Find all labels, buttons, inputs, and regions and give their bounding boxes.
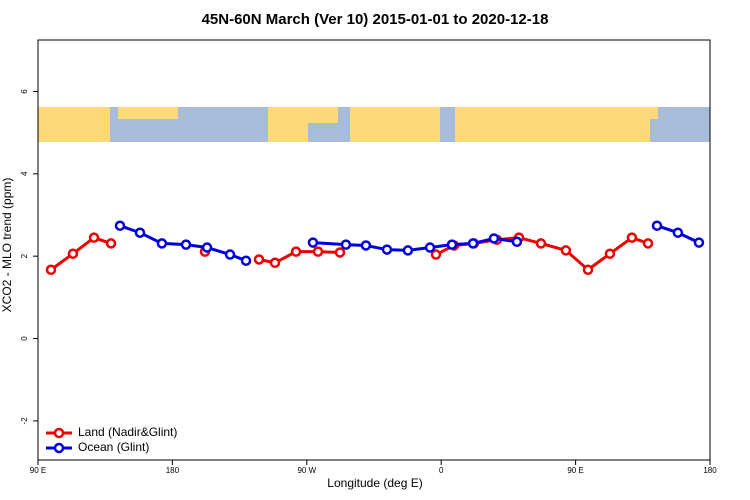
chart-title: 45N-60N March (Ver 10) 2015-01-01 to 202… [202, 11, 549, 28]
point [269, 257, 281, 269]
point [511, 236, 523, 248]
legend-marker [53, 442, 65, 454]
point [360, 240, 372, 251]
point [253, 254, 265, 265]
series-line [50, 235, 112, 271]
y-tick-label: 4 [20, 171, 29, 176]
point [582, 264, 594, 276]
y-tick-label: 2 [20, 253, 29, 258]
point [467, 238, 479, 249]
point [560, 245, 572, 256]
point [430, 249, 442, 260]
x-tick-label: 180 [166, 466, 180, 475]
point [201, 242, 213, 253]
x-tick-label: 180 [703, 466, 717, 475]
y-tick-label: -2 [20, 417, 29, 425]
point [114, 220, 126, 231]
point [224, 249, 236, 260]
y-tick-label: 6 [20, 89, 29, 94]
point [105, 238, 117, 249]
point [340, 239, 352, 250]
point [67, 248, 79, 259]
point [312, 246, 324, 257]
map-band [38, 107, 710, 142]
x-tick-label: 90 W [297, 466, 316, 475]
point [488, 233, 500, 244]
point [672, 227, 684, 238]
point [180, 239, 192, 250]
map-land [118, 107, 178, 119]
x-tick-label: 90 E [30, 466, 46, 475]
point [334, 247, 346, 258]
point [651, 220, 663, 231]
map-land [640, 107, 658, 119]
point [134, 227, 146, 238]
map-land [308, 107, 338, 123]
point [626, 232, 638, 243]
map-land [350, 107, 440, 142]
x-tick-label: 90 E [567, 466, 583, 475]
point [642, 238, 654, 249]
point [381, 244, 393, 255]
x-tick-label: 0 [439, 466, 444, 475]
point [88, 232, 100, 243]
point [693, 237, 705, 248]
point [156, 238, 168, 249]
point [535, 238, 547, 249]
point [45, 264, 57, 276]
legend-marker [53, 427, 65, 439]
point [240, 255, 252, 266]
point [424, 242, 436, 253]
point [307, 237, 319, 248]
point [604, 248, 616, 259]
plot-frame [37, 39, 711, 461]
map-land [455, 107, 650, 142]
point [402, 245, 414, 256]
x-axis-label: Longitude (deg E) [327, 476, 422, 490]
point [446, 239, 458, 250]
y-tick-label: 0 [20, 336, 29, 341]
series-line [312, 236, 518, 252]
map-land [38, 107, 110, 142]
legend-label: Land (Nadir&Glint) [78, 425, 177, 439]
y-axis-label: XCO2 - MLO trend (ppm) [0, 178, 14, 313]
point [290, 246, 302, 257]
map-land [268, 107, 308, 142]
legend-label: Ocean (Glint) [78, 440, 149, 454]
